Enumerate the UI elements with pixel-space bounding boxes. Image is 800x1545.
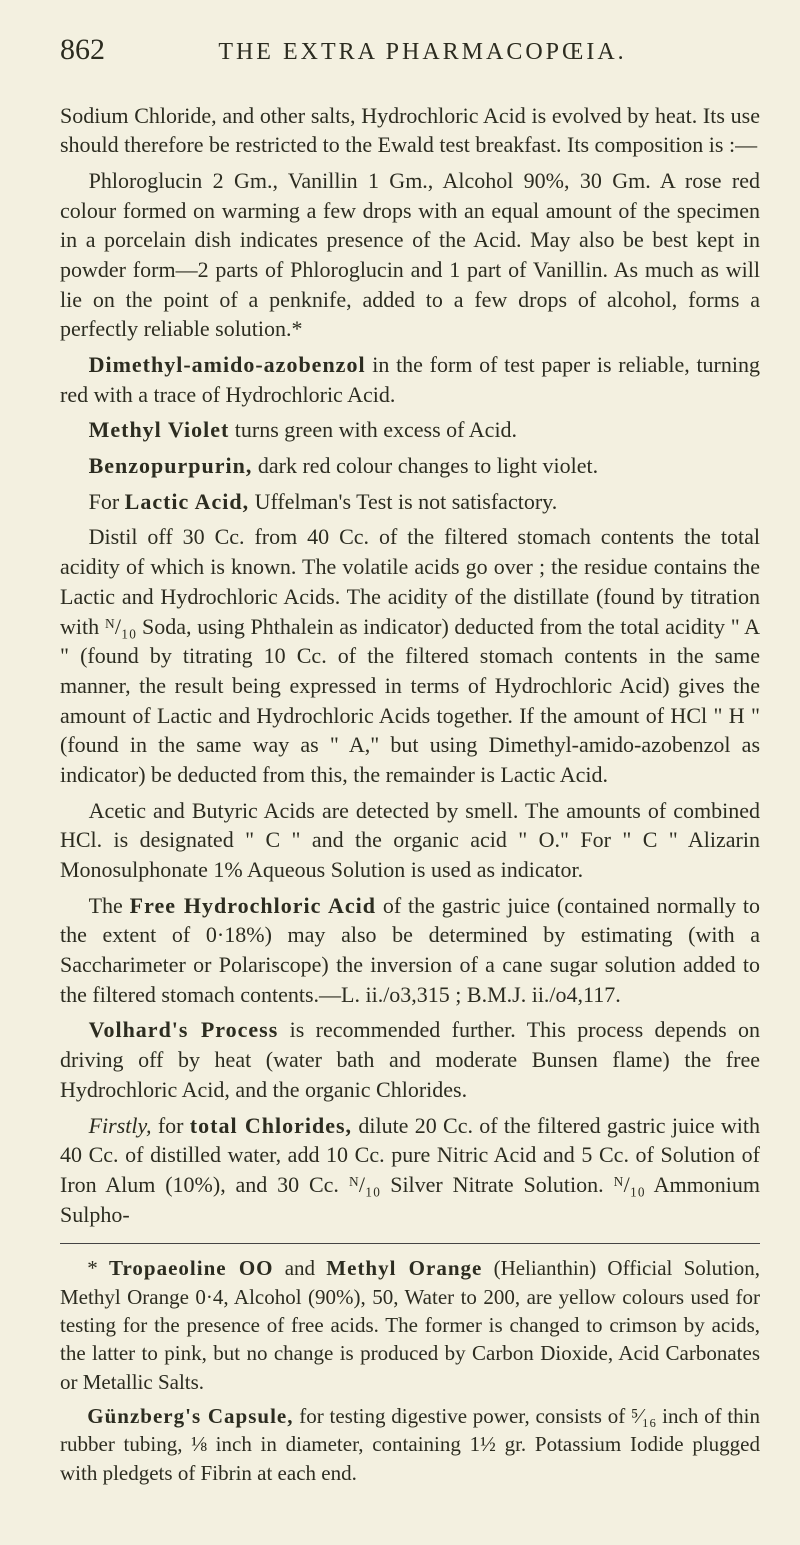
running-title: THE EXTRA PHARMACOPŒIA. [145,36,760,68]
term-italic: Firstly, [89,1113,152,1138]
paragraph: Sodium Chloride, and other salts, Hydroc… [60,101,760,160]
text: for [152,1113,190,1138]
paragraph: Distil off 30 Cc. from 40 Cc. of the fil… [60,522,760,789]
term: total Chlorides, [190,1113,352,1138]
paragraph: Methyl Violet turns green with excess of… [60,415,760,445]
term: Tropaeoline OO [109,1256,273,1280]
footnote-paragraph: Günzberg's Capsule, for testing digestiv… [60,1402,760,1487]
term: Methyl Orange [326,1256,482,1280]
paragraph: Phloroglucin 2 Gm., Vanillin 1 Gm., Alco… [60,166,760,344]
footnote-rule [60,1243,760,1244]
footnote-block: * Tropaeoline OO and Methyl Orange (Heli… [60,1254,760,1487]
term: Dimethyl-amido-azobenzol [89,352,366,377]
term: Methyl Violet [89,417,230,442]
term: Free Hydrochloric Acid [130,893,376,918]
paragraph: Firstly, for total Chlorides, dilute 20 … [60,1111,760,1230]
text: Uffelman's Test is not satisfactory. [249,489,557,514]
paragraph: Benzopurpurin, dark red colour changes t… [60,451,760,481]
term: Benzopurpurin, [89,453,253,478]
text: and [274,1256,327,1280]
text: The [89,893,130,918]
footnote-paragraph: * Tropaeoline OO and Methyl Orange (Heli… [60,1254,760,1396]
paragraph: Acetic and Butyric Acids are detected by… [60,796,760,885]
paragraph: The Free Hydrochloric Acid of the gastri… [60,891,760,1010]
footnote-marker: * [87,1256,109,1280]
paragraph: For Lactic Acid, Uffelman's Test is not … [60,487,760,517]
text: dark red colour changes to light violet. [252,453,598,478]
page-header: 862 THE EXTRA PHARMACOPŒIA. [60,30,760,71]
page: 862 THE EXTRA PHARMACOPŒIA. Sodium Chlor… [0,0,800,1543]
text: For [89,489,125,514]
page-number: 862 [60,30,105,71]
term: Volhard's Process [89,1017,279,1042]
term: Lactic Acid, [125,489,249,514]
term: Günzberg's Capsule, [87,1404,293,1428]
text: turns green with excess of Acid. [229,417,517,442]
paragraph: Volhard's Process is recommended further… [60,1015,760,1104]
paragraph: Dimethyl-amido-azobenzol in the form of … [60,350,760,409]
